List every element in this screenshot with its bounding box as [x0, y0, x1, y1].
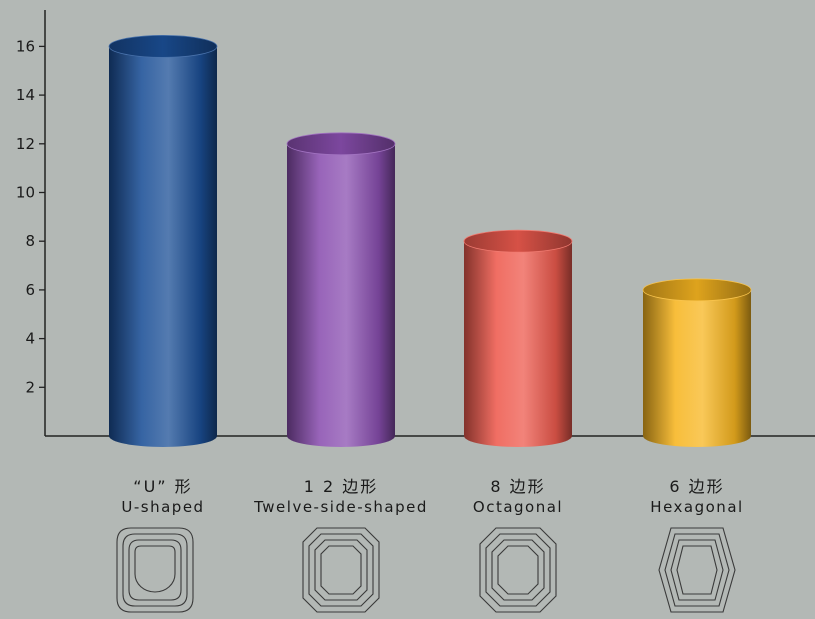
y-tick-label: 2 — [25, 378, 35, 396]
category-labels: “U” 形 U-shaped 1 2 边形 Twelve-side-shaped 8 边… — [121, 477, 743, 516]
bar-top — [463, 229, 573, 253]
category-label-en: Octagonal — [473, 498, 563, 516]
y-tick-label: 8 — [25, 232, 35, 250]
bars — [108, 35, 752, 448]
icon-outline — [134, 545, 176, 593]
y-tick-label: 6 — [25, 281, 35, 299]
shape-icons — [116, 527, 736, 613]
category-label-en: U-shaped — [121, 498, 204, 516]
icon-outline — [128, 539, 182, 601]
bar-3 — [463, 229, 573, 447]
icon-outline — [314, 539, 368, 601]
y-tick-label: 10 — [16, 184, 35, 202]
bar-body — [643, 289, 751, 447]
bar-body — [464, 241, 572, 447]
icon-outline — [320, 545, 362, 595]
category-label-en: Twelve-side-shaped — [253, 498, 428, 516]
bar-top — [108, 35, 218, 58]
icon-outline — [479, 527, 557, 613]
icon-outline — [664, 533, 730, 607]
u-shape-outline-icon — [116, 527, 194, 613]
bar-body — [287, 143, 395, 448]
icon-outline — [658, 527, 736, 613]
bar-top — [642, 278, 752, 302]
icon-outline — [116, 527, 194, 613]
bar-2 — [286, 132, 396, 448]
icon-outline — [485, 533, 551, 607]
icon-outline — [122, 533, 188, 607]
twelve-side-outline-icon — [302, 527, 380, 613]
category-label-zh: “U” 形 — [133, 477, 192, 496]
icon-outline — [676, 545, 718, 595]
bar-top — [286, 132, 396, 156]
category-label-en: Hexagonal — [650, 498, 743, 516]
y-tick-label: 4 — [25, 330, 35, 348]
bar-4 — [642, 278, 752, 447]
icon-outline — [302, 527, 380, 613]
y-axis-ticks: 2 4 6 8 10 12 14 16 — [16, 37, 45, 396]
icon-outline — [308, 533, 374, 607]
category-label-zh: 1 2 边形 — [304, 477, 379, 496]
hexagon-outline-icon — [658, 527, 736, 613]
icon-outline — [497, 545, 539, 595]
category-label-zh: 8 边形 — [490, 477, 545, 496]
bar-1 — [108, 35, 218, 448]
y-tick-label: 14 — [16, 86, 35, 104]
octagon-outline-icon — [479, 527, 557, 613]
y-tick-label: 16 — [16, 37, 35, 55]
bar-body — [109, 46, 217, 448]
y-tick-label: 12 — [16, 135, 35, 153]
category-label-zh: 6 边形 — [669, 477, 724, 496]
icon-outline — [491, 539, 545, 601]
icon-outline — [670, 539, 724, 601]
